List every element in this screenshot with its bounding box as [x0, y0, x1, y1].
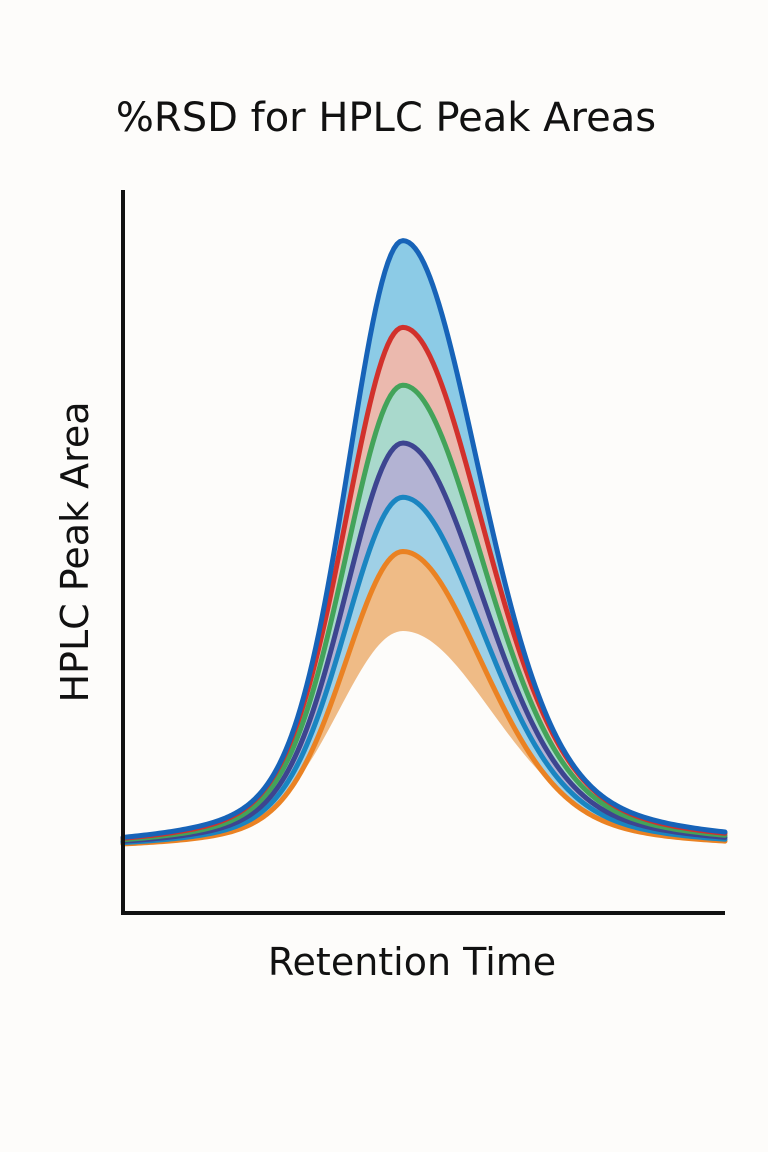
- band-4: [123, 443, 725, 843]
- x-axis-label: Retention Time: [268, 940, 556, 984]
- series-line-6: [120, 549, 728, 847]
- y-axis-label: HPLC Peak Area: [53, 401, 97, 702]
- series-layer: [120, 238, 728, 847]
- series-line-5: [120, 494, 728, 846]
- band-5: [123, 497, 725, 844]
- chart-title: %RSD for HPLC Peak Areas: [116, 95, 656, 141]
- series-line-4: [120, 440, 728, 844]
- band-6: [123, 551, 725, 845]
- series-line-3: [120, 382, 728, 843]
- series-line-1: [120, 238, 728, 840]
